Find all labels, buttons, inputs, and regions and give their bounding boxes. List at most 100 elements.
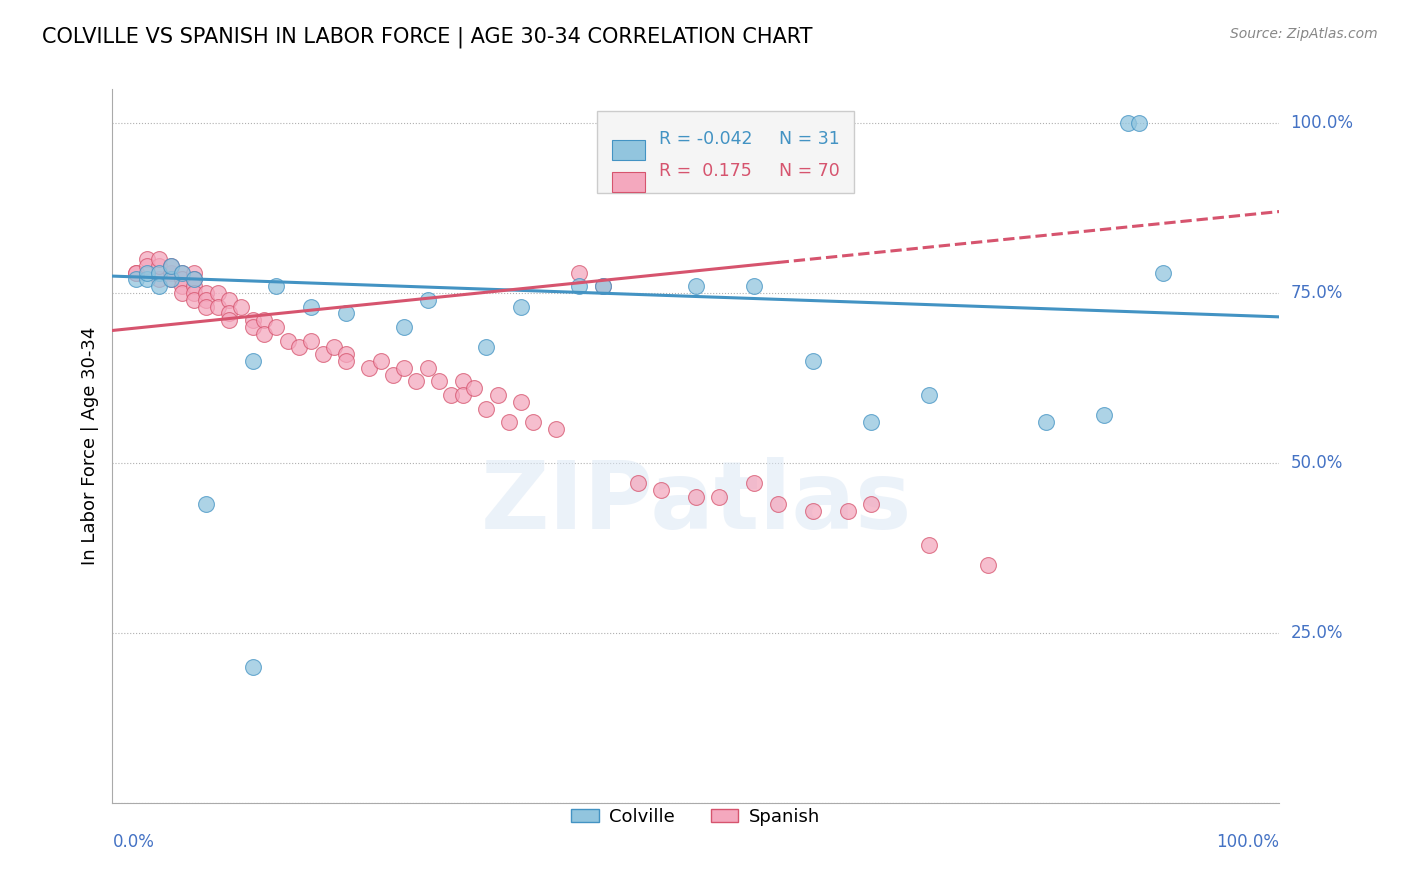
Text: 50.0%: 50.0% <box>1291 454 1343 472</box>
Point <box>218 306 240 320</box>
FancyBboxPatch shape <box>596 111 853 193</box>
FancyBboxPatch shape <box>612 140 644 160</box>
Point <box>299 334 322 348</box>
Point <box>860 415 883 429</box>
Point <box>335 347 357 361</box>
Point <box>416 293 439 307</box>
Text: N = 31: N = 31 <box>779 130 839 148</box>
Point <box>416 360 439 375</box>
Point <box>568 266 591 280</box>
Point <box>148 266 170 280</box>
Point <box>218 293 240 307</box>
Point <box>172 266 194 280</box>
Point <box>568 279 591 293</box>
Point <box>918 388 941 402</box>
Point <box>160 272 183 286</box>
Point <box>766 497 789 511</box>
Point <box>370 354 392 368</box>
Point <box>125 266 148 280</box>
Point <box>172 266 194 280</box>
Point <box>183 279 205 293</box>
Point <box>253 326 276 341</box>
Point <box>744 476 766 491</box>
Point <box>311 347 333 361</box>
Text: 100.0%: 100.0% <box>1216 833 1279 851</box>
Point <box>194 300 217 314</box>
Point <box>744 279 766 293</box>
Point <box>183 266 205 280</box>
Point <box>207 286 229 301</box>
Point <box>242 320 264 334</box>
Point <box>148 279 170 293</box>
Text: 0.0%: 0.0% <box>112 833 155 851</box>
Point <box>229 300 252 314</box>
Point <box>475 401 498 416</box>
Point <box>172 279 194 293</box>
Point <box>136 266 159 280</box>
Point <box>242 660 264 674</box>
Text: R =  0.175: R = 0.175 <box>658 162 751 180</box>
Point <box>172 272 194 286</box>
Point <box>592 279 614 293</box>
Legend: Colville, Spanish: Colville, Spanish <box>564 801 828 833</box>
Text: N = 70: N = 70 <box>779 162 839 180</box>
Point <box>276 334 298 348</box>
Point <box>160 272 183 286</box>
Point <box>394 320 416 334</box>
Point <box>218 313 240 327</box>
Point <box>183 272 205 286</box>
Point <box>125 272 148 286</box>
Point <box>183 293 205 307</box>
Point <box>136 252 159 266</box>
Point <box>148 272 170 286</box>
Point <box>709 490 731 504</box>
Point <box>381 368 404 382</box>
Point <box>183 286 205 301</box>
Point <box>475 341 498 355</box>
Y-axis label: In Labor Force | Age 30-34: In Labor Force | Age 30-34 <box>80 326 98 566</box>
Point <box>148 259 170 273</box>
Point <box>650 483 672 498</box>
Point <box>627 476 650 491</box>
Point <box>148 252 170 266</box>
Point <box>1128 116 1150 130</box>
Text: R = -0.042: R = -0.042 <box>658 130 752 148</box>
Point <box>509 300 531 314</box>
Point <box>323 341 346 355</box>
Point <box>486 388 509 402</box>
Point <box>125 266 148 280</box>
Point <box>335 354 357 368</box>
Point <box>242 313 264 327</box>
Point <box>522 415 544 429</box>
Point <box>194 286 217 301</box>
Text: 75.0%: 75.0% <box>1291 284 1343 302</box>
Point <box>685 279 707 293</box>
Point <box>194 293 217 307</box>
Point <box>976 558 998 572</box>
Point <box>160 259 183 273</box>
Point <box>264 279 287 293</box>
Point <box>299 300 322 314</box>
Point <box>136 259 159 273</box>
Point <box>451 375 474 389</box>
Point <box>860 497 883 511</box>
Point <box>451 388 474 402</box>
Text: 25.0%: 25.0% <box>1291 624 1343 642</box>
Text: COLVILLE VS SPANISH IN LABOR FORCE | AGE 30-34 CORRELATION CHART: COLVILLE VS SPANISH IN LABOR FORCE | AGE… <box>42 27 813 48</box>
Text: ZIPatlas: ZIPatlas <box>481 457 911 549</box>
Point <box>160 266 183 280</box>
Point <box>685 490 707 504</box>
Point <box>136 272 159 286</box>
Point <box>592 279 614 293</box>
Point <box>837 503 859 517</box>
Point <box>427 375 450 389</box>
Point <box>335 306 357 320</box>
Point <box>264 320 287 334</box>
Point <box>440 388 463 402</box>
Point <box>1094 409 1116 423</box>
Point <box>1035 415 1057 429</box>
Point <box>253 313 276 327</box>
Point <box>801 354 824 368</box>
Point <box>242 354 264 368</box>
Point <box>463 381 485 395</box>
